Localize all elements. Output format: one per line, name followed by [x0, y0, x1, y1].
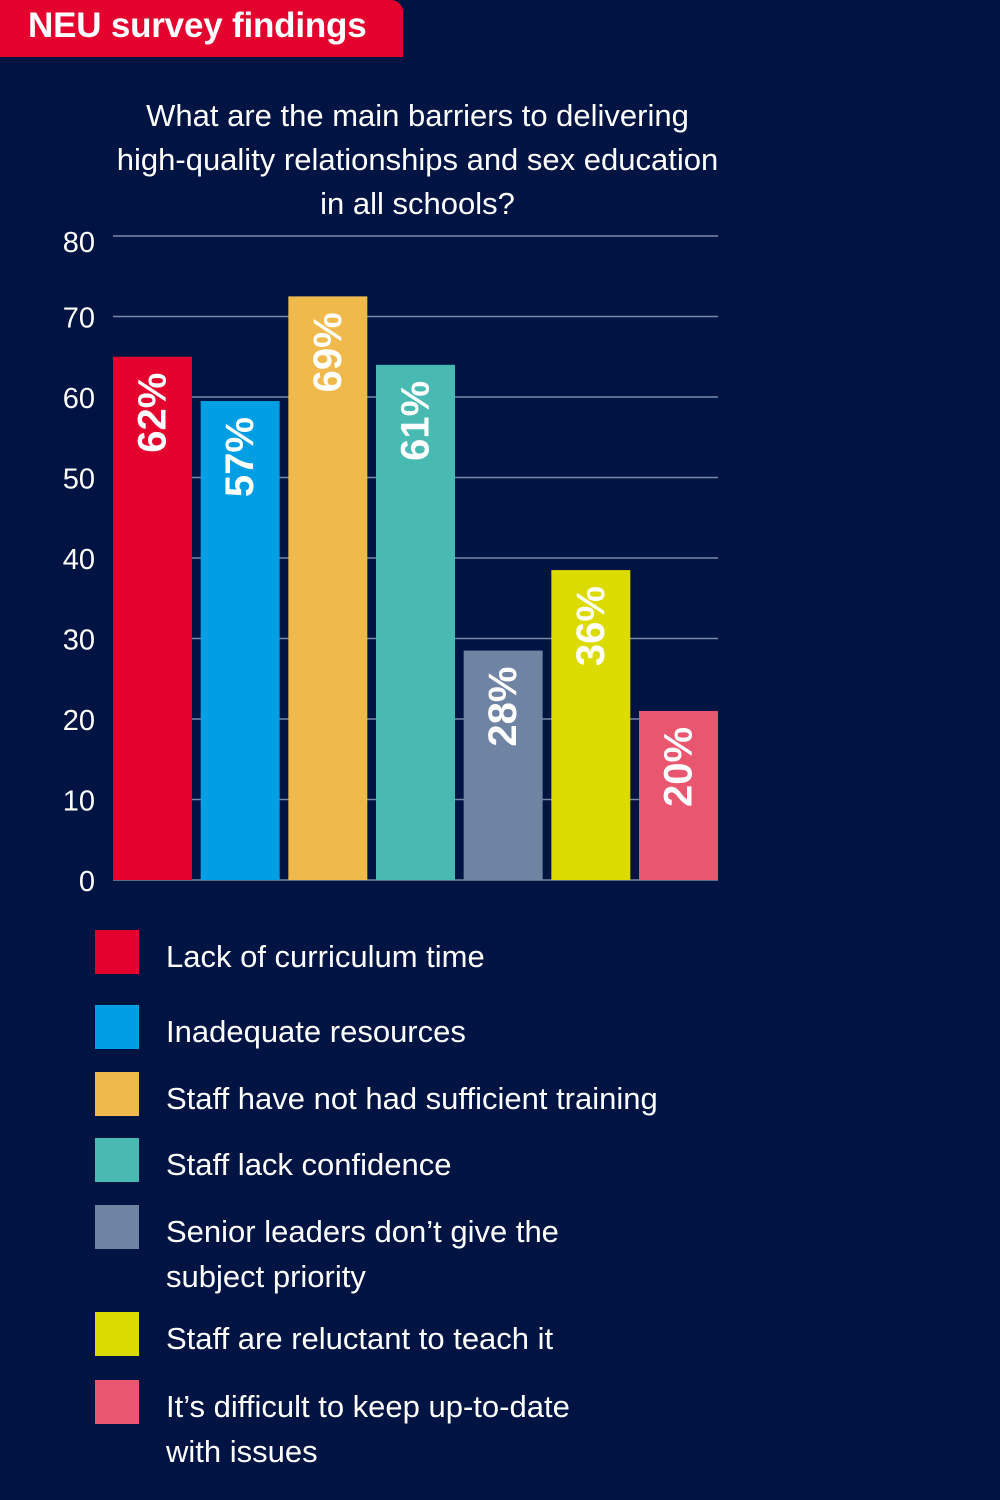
legend-label: Staff are reluctant to teach it — [166, 1321, 554, 1356]
bar-chart: 0 10 20 30 40 50 60 70 80 62% 57% 69% 61% 28% 36% 20% — [63, 227, 718, 898]
bar — [376, 364, 455, 880]
y-tick-label: 60 — [63, 383, 95, 415]
chart-title: What are the main barriers to delivering… — [116, 98, 719, 221]
header-banner: NEU survey findings — [0, 0, 403, 57]
legend-label: It’s difficult to keep up-to-date with i… — [166, 1389, 570, 1469]
legend-label: Staff lack confidence — [166, 1147, 452, 1182]
y-tick-label: 10 — [63, 786, 95, 818]
legend-swatch — [95, 1072, 139, 1116]
legend-swatch — [95, 1138, 139, 1182]
bar-data-label: 28% — [481, 667, 525, 747]
banner-title: NEU survey findings — [28, 6, 367, 45]
bar — [288, 296, 368, 880]
bar — [113, 356, 192, 880]
bar — [200, 401, 280, 880]
y-tick-label: 20 — [63, 705, 95, 737]
bar-data-label: 61% — [394, 381, 438, 461]
bar-data-label: 57% — [218, 417, 262, 497]
bar — [551, 570, 631, 880]
bar-data-label: 20% — [657, 727, 701, 807]
bar-data-label: 62% — [131, 373, 175, 453]
legend-swatch — [95, 1312, 139, 1356]
legend-swatch — [95, 1005, 139, 1049]
y-tick-label: 0 — [79, 866, 95, 898]
legend-label: Inadequate resources — [166, 1014, 466, 1049]
legend-label: Lack of curriculum time — [166, 939, 485, 974]
y-tick-label: 80 — [63, 227, 95, 259]
legend-swatch — [95, 1205, 139, 1249]
legend-label: Senior leaders don’t give the subject pr… — [166, 1214, 559, 1294]
y-tick-label: 40 — [63, 544, 95, 576]
bar-data-label: 36% — [569, 586, 613, 666]
y-tick-label: 70 — [63, 303, 95, 335]
bar — [639, 710, 718, 880]
y-tick-label: 50 — [63, 464, 95, 496]
legend-swatch — [95, 1380, 139, 1424]
bar-data-label: 69% — [306, 312, 350, 392]
legend-label: Staff have not had sufficient training — [166, 1081, 658, 1116]
y-tick-label: 30 — [63, 625, 95, 657]
legend-swatch — [95, 930, 139, 974]
bar — [463, 650, 543, 880]
